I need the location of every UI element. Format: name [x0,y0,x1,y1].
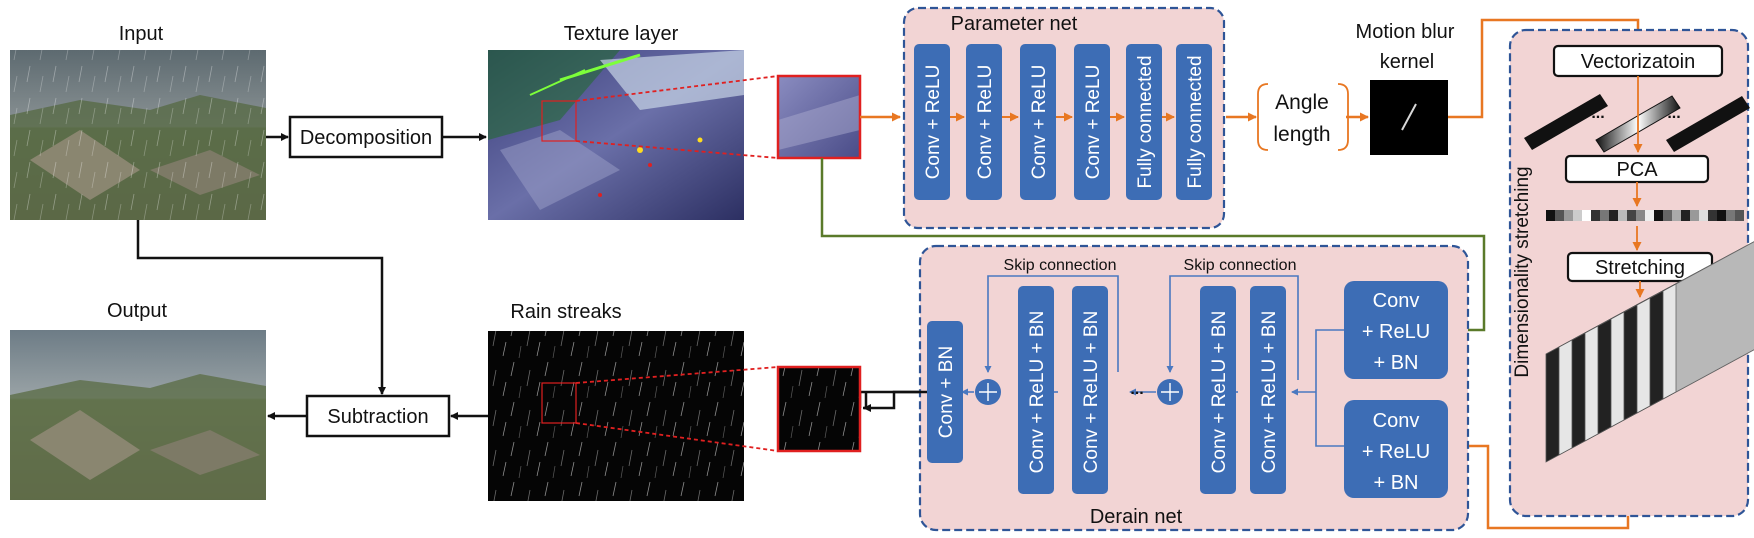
parameter-net-layer-3: Conv + ReLU [1020,44,1056,200]
sum-node-2 [1157,379,1183,405]
stretch-front-sheet [1675,241,1754,393]
pca-code-cell [1717,210,1726,221]
svg-text:Conv + ReLU + BN: Conv + ReLU + BN [1027,311,1048,474]
input-label: Input [119,23,164,45]
parameter-net-layer-6: Fully connected [1176,44,1212,200]
derain-conv-relu-bn-2: Conv + ReLU + BN [1072,286,1108,494]
svg-text:Angle: Angle [1275,91,1329,114]
pca-code-cell [1726,210,1735,221]
pca-code-cell [1564,210,1573,221]
pca-code-cell [1699,210,1708,221]
texture-zoom-lines [575,75,779,159]
svg-text:Conv + ReLU: Conv + ReLU [1083,65,1104,180]
pca-code-cell [1708,210,1717,221]
derain-output-arrow [863,390,927,412]
parameter-net-title: Parameter net [951,13,1078,35]
sum-node-1 [975,379,1001,405]
pca-code-cell [1618,210,1627,221]
parameter-net-layers: Conv + ReLU Conv + ReLU Conv + ReLU Conv + … [914,44,1212,200]
pca-code-cell [1654,210,1663,221]
derain-conv-relu-bn-1: Conv + ReLU + BN [1018,286,1054,494]
svg-text:Conv + ReLU: Conv + ReLU [975,65,996,180]
pca-code-cell [1681,210,1690,221]
derain-input-block-top: Conv + ReLU + BN [1344,281,1448,379]
svg-text:Stretching: Stretching [1595,257,1685,279]
kernel-image [1370,80,1448,155]
svg-text:Conv + ReLU + BN: Conv + ReLU + BN [1081,311,1102,474]
derain-dots: ... [1130,381,1143,398]
derain-conv-relu-bn-3: Conv + ReLU + BN [1200,286,1236,494]
pca-code-cell [1735,210,1744,221]
parameter-net-layer-5: Fully connected [1126,44,1162,200]
parameter-net-layer-2: Conv + ReLU [966,44,1002,200]
svg-text:+ BN: + BN [1373,352,1418,374]
pca-code-cell [1672,210,1681,221]
pca-code-cell [1645,210,1654,221]
pca-code-cell [1582,210,1591,221]
svg-text:+ ReLU: + ReLU [1362,441,1430,463]
derain-net-layers: Conv + BN Conv + ReLU + BN Conv + ReLU + B… [927,286,1286,494]
orange-connectors [860,18,1643,530]
dim-orange-arrows [1632,76,1645,298]
svg-text:Conv + ReLU: Conv + ReLU [1029,65,1050,180]
decomposition-box [288,115,444,159]
kernel-label-2: kernel [1380,51,1434,73]
svg-text:...: ... [1591,105,1604,122]
output-label: Output [107,300,167,322]
derain-conv-bn: Conv + BN [927,321,963,463]
skip-connection-2: Skip connection [1184,257,1297,274]
rain-zoom-lines [575,366,779,452]
parameter-net-layer-1: Conv + ReLU [914,44,950,200]
svg-text:+ ReLU: + ReLU [1362,321,1430,343]
svg-text:Conv + ReLU + BN: Conv + ReLU + BN [1209,311,1230,474]
pca-code-cell [1600,210,1609,221]
texture-zoom-patch [776,74,862,160]
rain-image [488,331,744,501]
parameter-net-layer-4: Conv + ReLU [1074,44,1110,200]
derain-net-panel [918,244,1470,532]
output-image [10,330,266,500]
svg-text:+ BN: + BN [1373,472,1418,494]
kernel-label-1: Motion blur [1356,21,1455,43]
derain-conv-relu-bn-4: Conv + ReLU + BN [1250,286,1286,494]
svg-text:Conv: Conv [1373,290,1420,312]
svg-text:PCA: PCA [1616,159,1658,181]
svg-text:length: length [1273,123,1330,146]
svg-text:Conv + ReLU: Conv + ReLU [923,65,944,180]
angle-length: Angle length [1257,83,1349,151]
svg-text:Conv + ReLU + BN: Conv + ReLU + BN [1259,311,1280,474]
svg-text:Conv: Conv [1373,410,1420,432]
stretched-feature-maps [1545,241,1754,463]
decomposition-label: Decomposition [300,127,432,149]
pca-code-strip [1546,210,1744,221]
svg-text:Conv + BN: Conv + BN [936,346,957,438]
subtraction-label: Subtraction [327,406,428,428]
pca-code-cell [1627,210,1636,221]
derain-net-title: Derain net [1090,506,1183,528]
svg-text:Fully connected: Fully connected [1185,55,1206,188]
pca-code-cell [1573,210,1582,221]
input-image [10,50,266,220]
svg-text:Vectorizatoin: Vectorizatoin [1581,51,1696,73]
pca-code-cell [1690,210,1699,221]
skip-connection-1: Skip connection [1004,257,1117,274]
rain-label: Rain streaks [510,301,621,323]
rain-zoom-patch [776,365,862,453]
texture-image [488,50,744,220]
pca-code-cell [1636,210,1645,221]
green-connector [820,158,1486,335]
pca-code-cell [1555,210,1564,221]
svg-text:...: ... [1667,105,1680,122]
svg-text:Fully connected: Fully connected [1135,55,1156,188]
dim-stretch-title: Dimensionality stretching [1512,166,1533,377]
texture-label: Texture layer [564,23,679,45]
pca-code-cell [1591,210,1600,221]
pca-code-cell [1546,210,1555,221]
derain-input-block-bottom: Conv + ReLU + BN [1344,400,1448,498]
pca-code-cell [1609,210,1618,221]
pca-code-cell [1663,210,1672,221]
